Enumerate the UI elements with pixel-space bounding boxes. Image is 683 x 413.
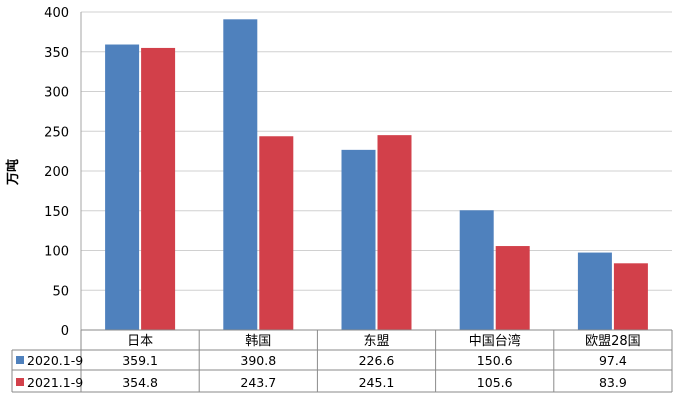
table-value: 354.8 (122, 375, 158, 390)
table-value: 97.4 (599, 353, 627, 368)
legend-swatch-1 (16, 356, 24, 364)
legend-label-2: 2021.1-9 (27, 375, 83, 390)
bar-2-3 (377, 135, 412, 330)
bar-2-5 (613, 263, 648, 330)
y-tick-label: 300 (44, 86, 69, 101)
table-value: 243.7 (240, 375, 276, 390)
bar-2-2 (259, 136, 294, 330)
bar-1-4 (459, 210, 494, 330)
table-value: 359.1 (122, 353, 158, 368)
x-category-label: 东盟 (363, 334, 389, 349)
table-value: 150.6 (477, 353, 513, 368)
table-value: 105.6 (477, 375, 513, 390)
table-value: 245.1 (359, 375, 395, 390)
table-value: 226.6 (359, 353, 395, 368)
y-tick-label: 250 (44, 125, 69, 140)
bar-1-2 (223, 19, 258, 331)
bar-1-3 (341, 149, 376, 330)
x-category-label: 韩国 (245, 334, 271, 349)
y-tick-label: 100 (44, 245, 69, 260)
data-table: 日本 韩国 东盟 中国台湾 欧盟28国 2020.1-9 359.1 390.8 226.6 15… (11, 329, 673, 393)
bar-1-1 (105, 44, 140, 330)
table-value: 83.9 (599, 375, 627, 390)
y-tick-label: 150 (44, 205, 69, 220)
x-category-label: 欧盟28国 (585, 334, 641, 349)
y-axis-ticks: 0 50 100 150 200 250 300 350 400 (44, 6, 69, 339)
y-tick-label: 50 (52, 284, 69, 299)
bar-2-4 (495, 246, 530, 330)
y-tick-label: 0 (61, 324, 69, 339)
bars (105, 19, 648, 331)
legend-swatch-2 (16, 378, 24, 386)
table-value: 390.8 (240, 353, 276, 368)
y-tick-label: 400 (44, 6, 69, 21)
y-tick-label: 350 (44, 46, 69, 61)
bar-1-5 (577, 252, 612, 330)
y-tick-label: 200 (44, 165, 69, 180)
gridlines (80, 11, 672, 331)
bar-2-1 (141, 47, 176, 331)
x-category-label: 中国台湾 (469, 333, 521, 349)
legend-label-1: 2020.1-9 (27, 353, 83, 368)
x-category-label: 日本 (127, 334, 153, 349)
y-axis-label: 万吨 (5, 159, 21, 186)
